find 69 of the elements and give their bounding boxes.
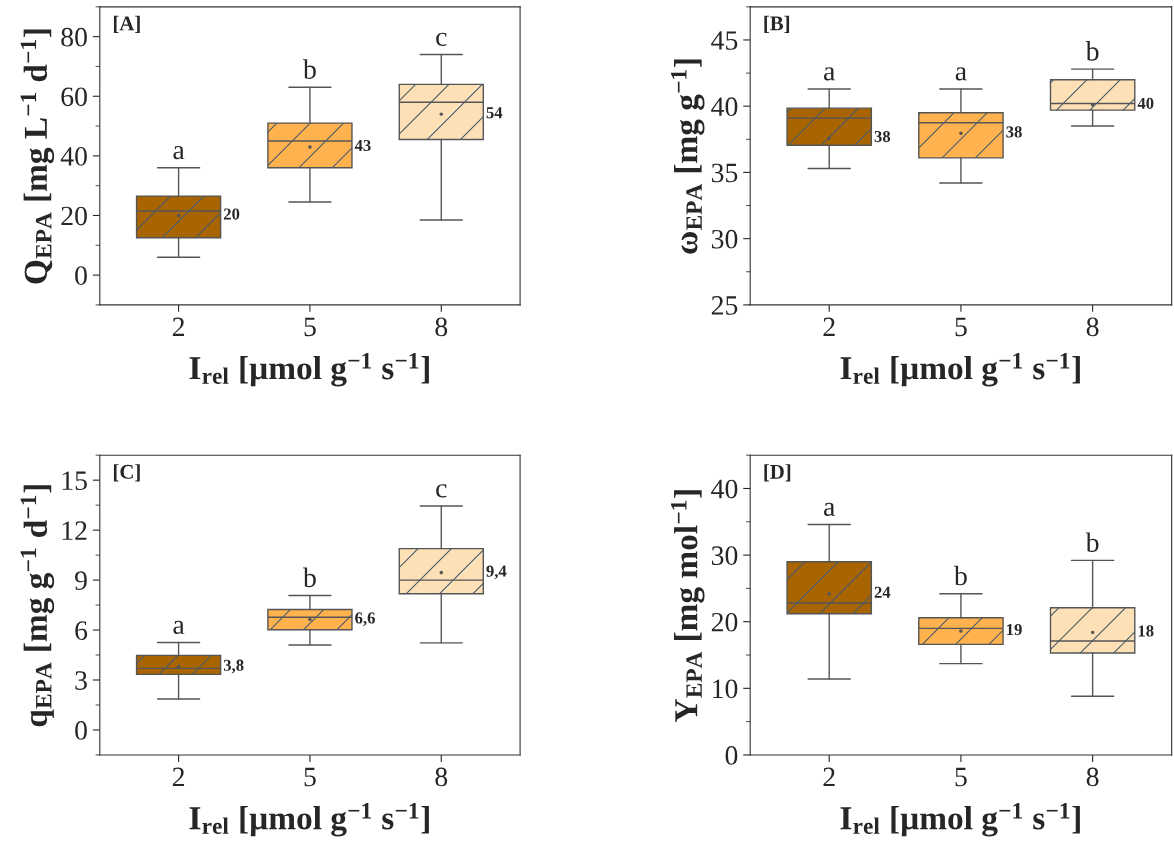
y-tick-label: 25: [711, 296, 738, 315]
y-axis-title: Q$_{EPA}$ [mg L$^{−1}$ d$^{−1}$]: [20, 29, 55, 284]
y-tick-label: 0: [725, 746, 738, 765]
y-tick-label: 9: [74, 571, 87, 590]
text: 54: [486, 107, 503, 119]
x-tick-label: 5: [955, 767, 967, 787]
text: 18: [1138, 625, 1154, 637]
x-tick-label: 2: [823, 317, 835, 336]
annotation: c: [436, 32, 447, 47]
y-tick-label: 35: [711, 163, 738, 183]
y-tick-label: 20: [711, 612, 738, 632]
y-axis-title: Y$_{EPA}$ [mg mol$^{−1}$]: [671, 490, 705, 722]
text: 40: [1137, 97, 1154, 110]
text: 43: [354, 139, 371, 152]
x-tick-label: 2: [172, 767, 185, 787]
x-axis-title: I$_{rel}$ [µmol g$^{−1}$ s$^{−1}$]: [840, 803, 1080, 837]
y-tick-label: 10: [713, 679, 738, 699]
y-tick-label: 30: [711, 546, 738, 566]
annotation: b: [1085, 532, 1099, 553]
x-tick-label: 8: [435, 317, 448, 337]
x-tick-label: 2: [172, 317, 185, 336]
chart-title: [B]: [764, 15, 790, 34]
text: 3,8: [223, 659, 244, 674]
y-tick-label: 3: [75, 671, 87, 690]
annotation: a: [955, 67, 967, 81]
y-tick-label: 6: [75, 621, 88, 640]
annotation: b: [953, 565, 967, 586]
chart-title: [A]: [113, 15, 140, 34]
y-axis-title: ω$_{EPA}$ [mg g$^{−1}$]: [671, 59, 705, 254]
y-tick-label: 80: [61, 27, 87, 47]
text: 24: [874, 586, 891, 598]
y-tick-label: 12: [62, 521, 87, 540]
annotation: c: [436, 484, 447, 498]
y-tick-label: 0: [75, 266, 87, 285]
annotation: a: [173, 146, 185, 160]
y-tick-label: 40: [60, 147, 87, 166]
chart-title: [C]: [113, 464, 140, 482]
x-axis-title: I$_{rel}$ [µmol g$^{−1}$ s$^{−1}$]: [189, 803, 429, 837]
chart-title: [D]: [764, 464, 791, 482]
annotation: a: [173, 620, 185, 635]
y-tick-label: 0: [75, 721, 87, 740]
x-tick-label: 8: [1086, 317, 1099, 337]
annotation: b: [302, 59, 316, 79]
annotation: a: [824, 502, 835, 517]
x-axis-title: I$_{rel}$ [µmol g$^{−1}$ s$^{−1}$]: [189, 352, 429, 387]
y-tick-label: 40: [711, 97, 738, 117]
annotation: b: [1085, 41, 1099, 61]
y-tick-label: 20: [61, 206, 87, 226]
annotation: a: [824, 67, 835, 81]
x-tick-label: 5: [955, 317, 967, 337]
text: 6,6: [355, 612, 375, 626]
x-tick-label: 5: [304, 767, 316, 787]
y-tick-label: 15: [62, 471, 87, 491]
text: 38: [1006, 126, 1022, 138]
x-tick-label: 2: [823, 767, 835, 787]
y-tick-label: 45: [711, 31, 738, 50]
x-axis-title: I$_{rel}$ [µmol g$^{−1}$ s$^{−1}$]: [840, 352, 1080, 387]
text: 38: [874, 130, 891, 143]
x-tick-label: 8: [435, 767, 448, 787]
y-tick-label: 30: [711, 229, 738, 249]
text: 9,4: [486, 565, 507, 580]
y-tick-label: 60: [61, 87, 87, 107]
y-tick-label: 40: [711, 479, 738, 499]
text: 20: [223, 208, 240, 220]
text: 19: [1007, 624, 1022, 636]
x-tick-label: 5: [304, 317, 316, 337]
x-tick-label: 8: [1086, 767, 1099, 787]
y-axis-title: q$_{EPA}$ [mg g$^{−1}$ d$^{−1}$]: [20, 485, 55, 727]
annotation: b: [302, 567, 316, 588]
